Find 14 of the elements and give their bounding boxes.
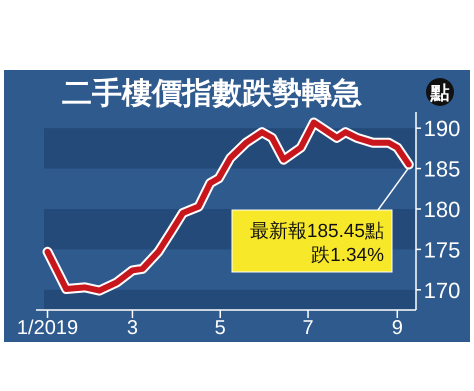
x-tick-label: 7 bbox=[302, 317, 314, 339]
x-tick-label: 9 bbox=[392, 317, 403, 339]
y-tick-label: 175 bbox=[424, 237, 460, 262]
x-tick-label: 5 bbox=[214, 317, 226, 339]
annotation: 跌1.34% bbox=[311, 245, 384, 266]
y-tick-label: 170 bbox=[424, 278, 460, 303]
annotation: 最新報185.45點 bbox=[250, 220, 384, 242]
y-tick-label: 190 bbox=[424, 116, 460, 142]
y-tick-label: 185 bbox=[424, 156, 460, 182]
x-tick-label: 1/2019 bbox=[16, 317, 78, 339]
y-tick-label: 180 bbox=[424, 196, 460, 222]
y-axis-title: 點 bbox=[430, 83, 450, 104]
chart-title: 二手樓價指數跌勢轉急 bbox=[62, 77, 362, 110]
x-tick-label: 3 bbox=[126, 317, 138, 339]
